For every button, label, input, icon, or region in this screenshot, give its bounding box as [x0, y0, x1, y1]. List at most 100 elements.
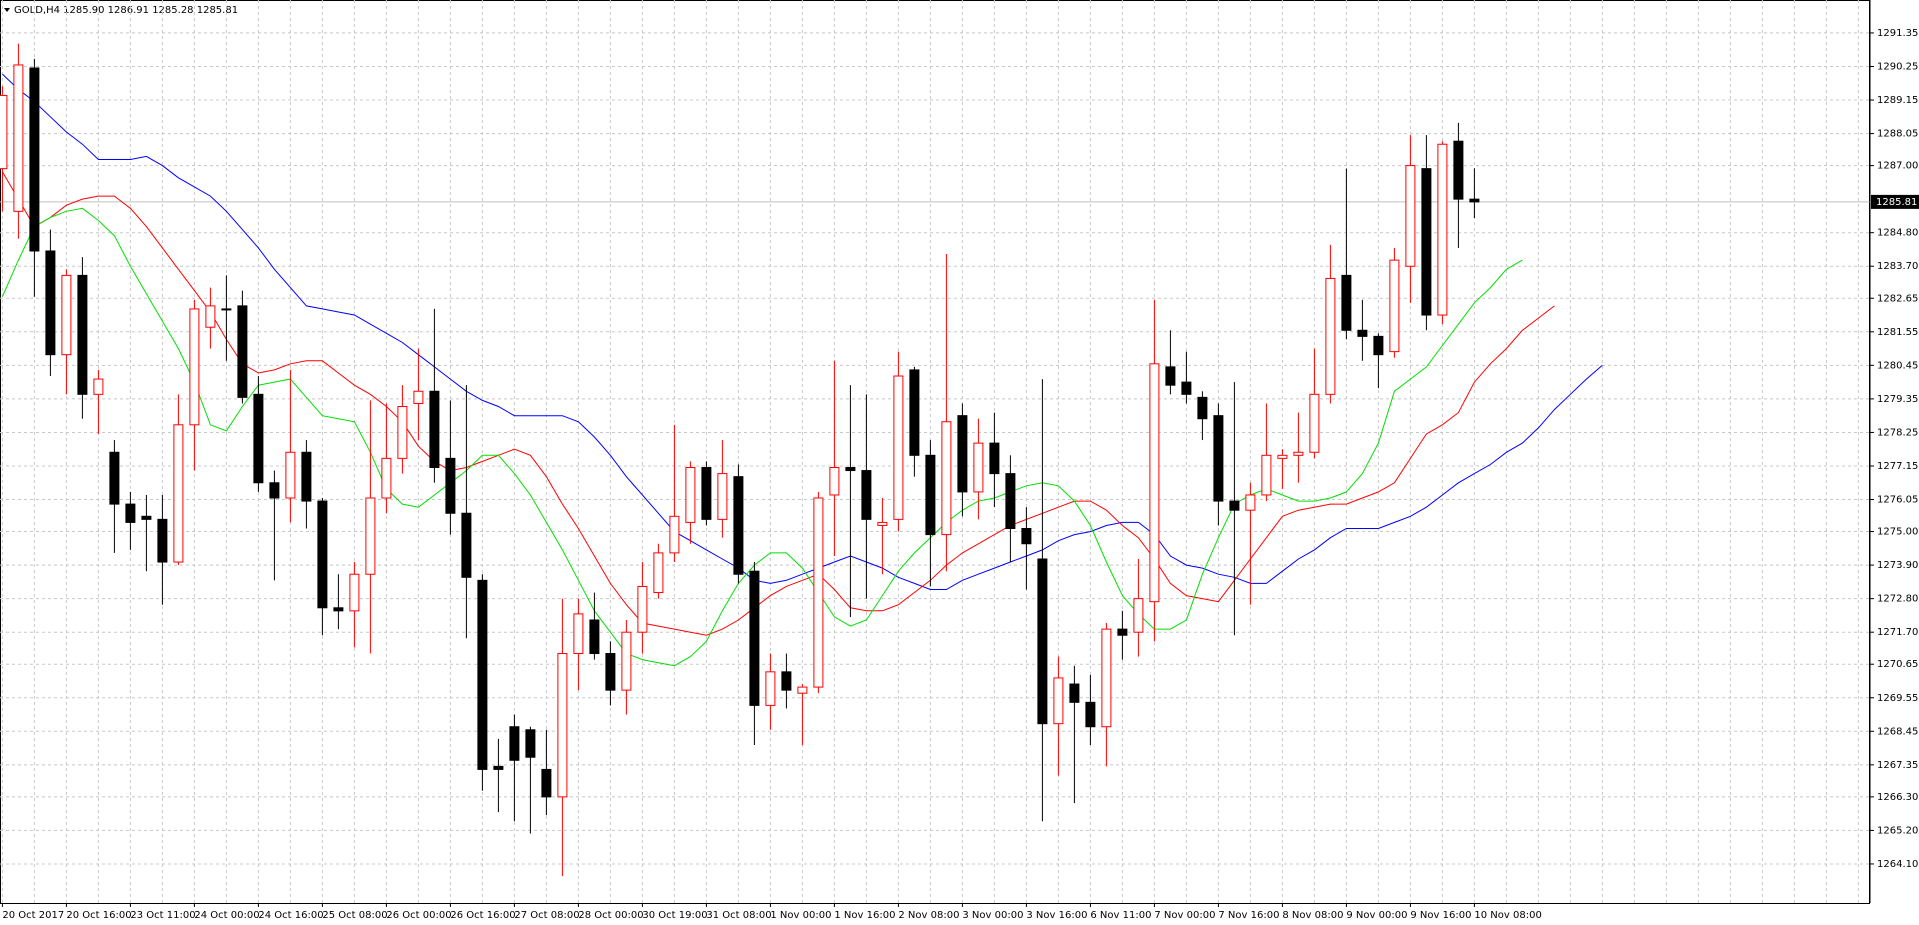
x-tick-label: 3 Nov 00:00 — [962, 910, 1023, 921]
y-tick-label: 1269.55 — [1877, 693, 1918, 704]
candle-body — [973, 442, 984, 493]
candle-body — [141, 515, 152, 520]
candle-body — [333, 607, 344, 612]
candle-body — [109, 451, 120, 505]
x-tick-label: 1 Nov 00:00 — [770, 910, 831, 921]
y-tick-label: 1284.80 — [1877, 228, 1918, 239]
x-tick-label: 27 Oct 08:00 — [514, 910, 579, 921]
candle-body — [93, 378, 104, 395]
candle-body — [1005, 473, 1016, 530]
candle-body — [1101, 628, 1112, 728]
candle-body — [765, 671, 776, 706]
candle-body — [685, 467, 696, 523]
candle-body — [77, 274, 88, 395]
x-tick-label: 6 Nov 11:00 — [1090, 910, 1151, 921]
candle-body — [541, 768, 552, 798]
y-tick-label: 1273.90 — [1877, 560, 1918, 571]
y-tick-label: 1290.25 — [1877, 61, 1918, 72]
candle-body — [813, 497, 824, 688]
y-tick-label: 1275.00 — [1877, 527, 1918, 538]
candle-body — [989, 442, 1000, 475]
candle-body — [413, 390, 424, 404]
candle-body — [173, 424, 184, 563]
candle-body — [893, 375, 904, 520]
y-tick-label: 1271.70 — [1877, 627, 1918, 638]
y-tick-label: 1279.35 — [1877, 394, 1918, 405]
candle-body — [701, 467, 712, 520]
candle-body — [1069, 683, 1080, 703]
x-tick-label: 31 Oct 08:00 — [706, 910, 771, 921]
candle-body — [1437, 143, 1448, 316]
candle-body — [0, 94, 8, 170]
x-tick-label: 20 Oct 2017 — [2, 910, 64, 921]
candle-body — [637, 585, 648, 633]
y-tick-label: 1278.25 — [1877, 427, 1918, 438]
candle-body — [653, 552, 664, 594]
x-tick-label: 7 Nov 00:00 — [1154, 910, 1215, 921]
candle-body — [1037, 558, 1048, 725]
x-tick-label: 2 Nov 08:00 — [898, 910, 959, 921]
y-tick-label: 1272.80 — [1877, 594, 1918, 605]
y-tick-label: 1289.15 — [1877, 95, 1918, 106]
candle-body — [797, 686, 808, 694]
x-tick-label: 8 Nov 08:00 — [1282, 910, 1343, 921]
candle-body — [1309, 393, 1320, 453]
candle-body — [573, 613, 584, 655]
candle-body — [157, 518, 168, 563]
candle-body — [125, 503, 136, 523]
y-tick-label: 1282.65 — [1877, 293, 1918, 304]
candle-body — [365, 497, 376, 575]
x-tick-label: 26 Oct 00:00 — [386, 910, 451, 921]
y-tick-label: 1288.05 — [1877, 129, 1918, 140]
candle-body — [1181, 381, 1192, 395]
candle-body — [61, 274, 72, 356]
candle-body — [1229, 500, 1240, 511]
candle-body — [1197, 396, 1208, 420]
candle-body — [237, 305, 248, 398]
candle-body — [1149, 363, 1160, 603]
candle-body — [845, 467, 856, 472]
candle-body — [1405, 165, 1416, 267]
candle-body — [1261, 454, 1272, 496]
y-tick-label: 1265.20 — [1877, 825, 1918, 836]
x-tick-label: 7 Nov 16:00 — [1218, 910, 1279, 921]
candle-body — [1293, 451, 1304, 456]
candle-body — [589, 619, 600, 655]
y-tick-label: 1291.35 — [1877, 28, 1918, 39]
y-tick-label: 1283.70 — [1877, 261, 1918, 272]
candle-body — [941, 421, 952, 536]
y-tick-label: 1281.55 — [1877, 327, 1918, 338]
indicator-line — [1, 171, 1555, 636]
x-tick-label: 9 Nov 16:00 — [1410, 910, 1471, 921]
candle-body — [1325, 277, 1336, 395]
x-tick-label: 3 Nov 16:00 — [1026, 910, 1087, 921]
y-tick-label: 1267.35 — [1877, 760, 1918, 771]
candle-body — [1277, 454, 1288, 459]
candle-body — [381, 457, 392, 499]
candle-body — [1117, 628, 1128, 636]
menu-icon[interactable] — [4, 8, 10, 12]
candle-body — [445, 457, 456, 514]
y-tick-label: 1287.00 — [1877, 161, 1918, 172]
candle-body — [493, 765, 504, 770]
candle-body — [669, 515, 680, 554]
y-tick-label: 1264.10 — [1877, 859, 1918, 870]
candle-body — [733, 476, 744, 575]
candle-body — [1165, 366, 1176, 386]
candle-body — [301, 451, 312, 502]
x-tick-label: 24 Oct 00:00 — [194, 910, 259, 921]
plot-frame — [0, 0, 1870, 904]
candle-body — [781, 671, 792, 691]
x-tick-label: 23 Oct 11:00 — [130, 910, 195, 921]
candle-body — [397, 406, 408, 459]
candle-body — [205, 305, 216, 328]
x-tick-label: 26 Oct 16:00 — [450, 910, 515, 921]
x-tick-label: 10 Nov 08:00 — [1474, 910, 1541, 921]
candle-body — [1133, 598, 1144, 633]
candle-body — [957, 415, 968, 493]
candle-body — [557, 653, 568, 798]
candle-body — [477, 579, 488, 770]
candle-body — [429, 390, 440, 469]
x-tick-label: 30 Oct 19:00 — [642, 910, 707, 921]
